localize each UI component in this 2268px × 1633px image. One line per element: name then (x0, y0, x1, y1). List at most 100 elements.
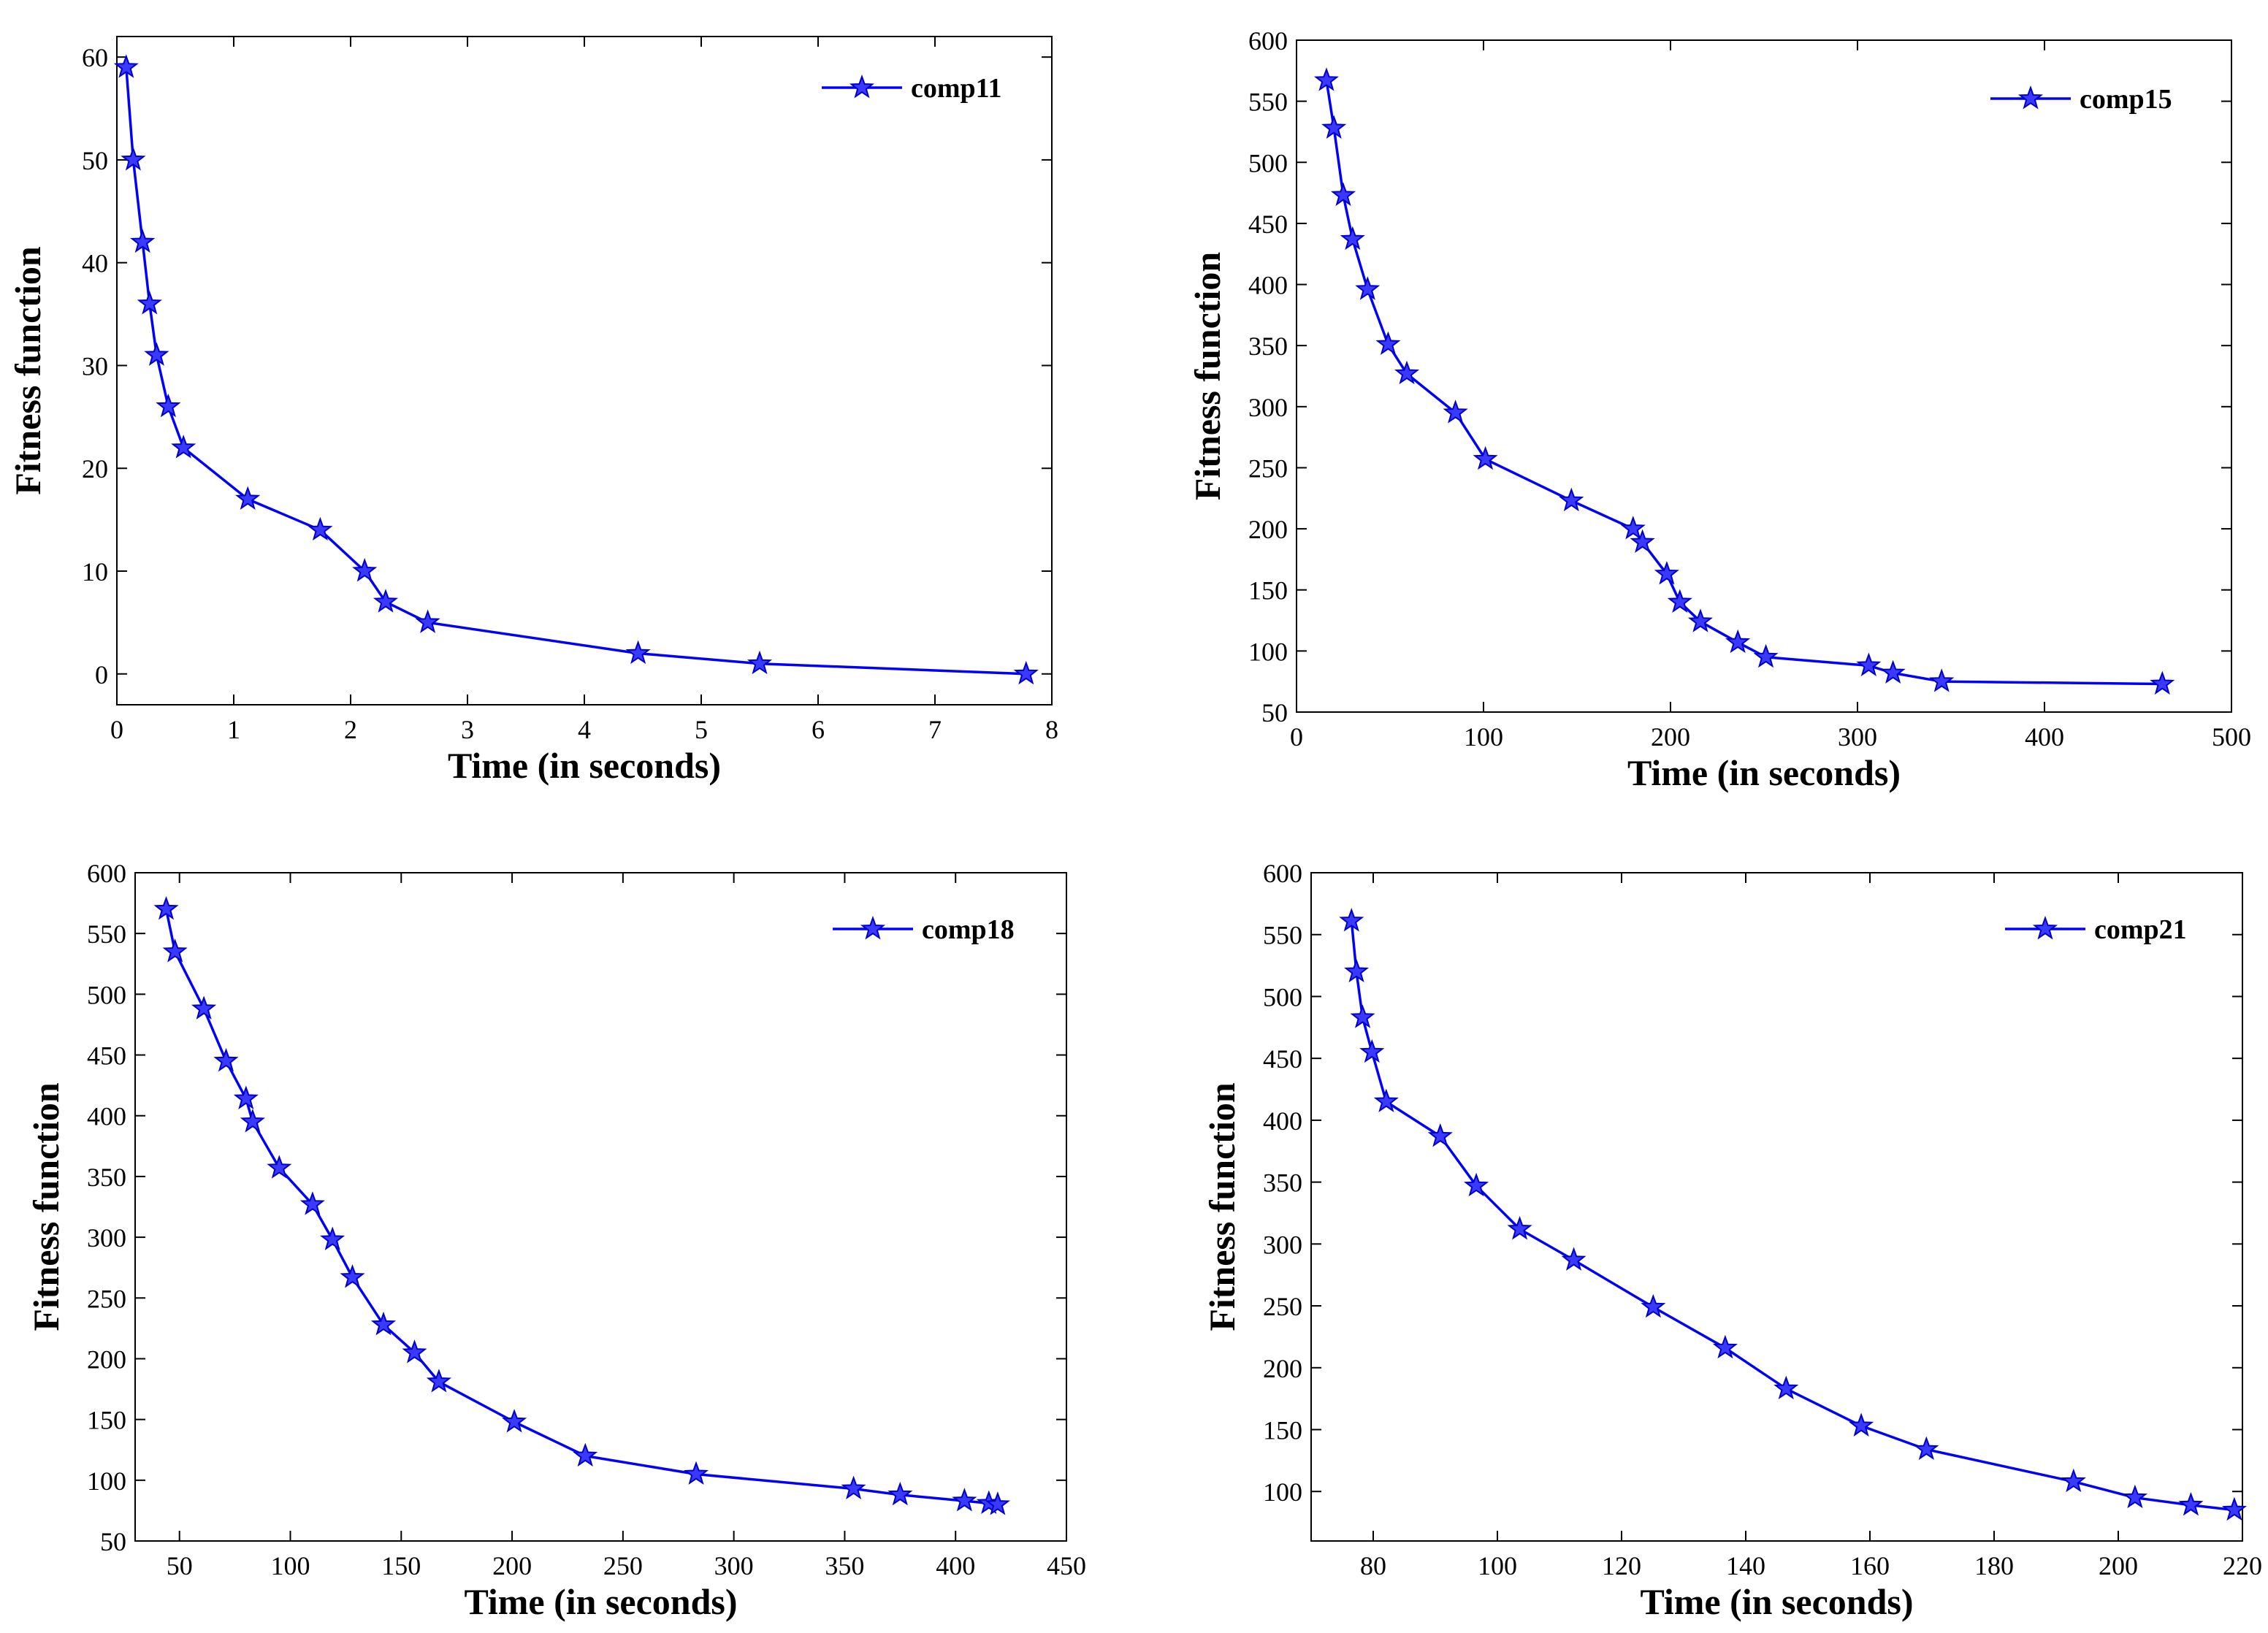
data-point-marker (267, 1155, 292, 1179)
x-tick-label: 50 (167, 1551, 193, 1580)
x-tick-label: 500 (2212, 722, 2251, 752)
data-point-marker (1880, 659, 1906, 684)
x-tick-label: 300 (1838, 722, 1877, 752)
x-tick-label: 140 (1726, 1551, 1765, 1580)
data-point-marker (952, 1488, 977, 1512)
legend-star-marker (849, 74, 875, 99)
data-point-marker (1473, 445, 1498, 470)
y-tick-label: 50 (1261, 698, 1288, 727)
data-point-marker (1344, 958, 1370, 983)
chart-panel-comp21: 80 100 120 140 160 180 200 220 100 150 200 250 300 35… (1202, 859, 2262, 1622)
data-point-marker (502, 1409, 527, 1433)
x-tick-label: 4 (578, 715, 591, 744)
y-tick-label: 450 (87, 1041, 126, 1071)
x-tick-label: 3 (461, 715, 474, 744)
x-tick-label: 6 (812, 715, 825, 744)
x-tick-label: 0 (1290, 722, 1303, 752)
data-point-marker (1507, 1216, 1532, 1240)
data-point-marker (1330, 182, 1356, 206)
y-tick-label: 550 (1263, 921, 1302, 950)
y-tick-label: 200 (1263, 1354, 1302, 1383)
y-axis-label: Fitness function (26, 1082, 66, 1331)
data-point-marker (1712, 1334, 1738, 1359)
data-point-marker (2221, 1496, 2247, 1521)
data-point-marker (415, 609, 440, 633)
x-tick-label: 150 (381, 1551, 421, 1580)
y-axis-label: Fitness function (1187, 252, 1228, 501)
data-point-marker (1620, 516, 1646, 540)
x-tick-label: 180 (1974, 1551, 2014, 1580)
legend-star-marker (2032, 916, 2058, 940)
data-point-marker (308, 516, 333, 541)
series-line-comp15 (1325, 80, 2163, 686)
y-tick-label: 500 (87, 980, 126, 1009)
data-point-marker (1339, 908, 1364, 932)
y-tick-label: 50 (100, 1527, 126, 1556)
x-tick-label: 100 (1478, 1551, 1517, 1580)
data-point-marker (340, 1264, 365, 1288)
data-point-marker (1641, 1293, 1666, 1318)
chart-panel-comp15: 0 100 200 300 400 500 50 100 150 200 250 300 350 400 4… (1187, 26, 2251, 793)
x-tick-label: 200 (2099, 1551, 2138, 1580)
data-point-marker (684, 1461, 709, 1485)
plot-frame (116, 36, 1053, 705)
data-point-marker (985, 1491, 1010, 1515)
y-tick-label: 350 (1248, 332, 1288, 361)
legend-label: comp21 (2094, 914, 2187, 945)
x-tick-label: 160 (1850, 1551, 1890, 1580)
x-tick-label: 7 (928, 715, 942, 744)
series-line-comp11 (125, 67, 1026, 676)
legend-label: comp18 (922, 914, 1015, 945)
data-point-marker (373, 589, 399, 613)
data-point-marker (1753, 643, 1779, 668)
data-point-marker (2178, 1492, 2204, 1516)
data-point-marker (1013, 660, 1039, 685)
y-tick-label: 500 (1248, 148, 1288, 177)
x-tick-label: 100 (271, 1551, 310, 1580)
data-point-marker (1373, 1088, 1399, 1112)
y-tick-label: 100 (1248, 637, 1288, 666)
data-point-marker (1773, 1375, 1799, 1400)
data-point-marker (1856, 652, 1882, 676)
y-tick-label: 450 (1263, 1044, 1302, 1074)
y-tick-label: 250 (1263, 1292, 1302, 1321)
data-point-marker (1687, 608, 1713, 632)
y-tick-label: 150 (1248, 576, 1288, 605)
y-tick-label: 550 (1248, 88, 1288, 117)
x-tick-label: 1 (227, 715, 240, 744)
data-point-marker (2150, 670, 2175, 695)
x-axis-label: Time (in seconds) (1640, 1581, 1913, 1622)
y-tick-label: 350 (1263, 1169, 1302, 1198)
data-point-marker (2122, 1484, 2147, 1509)
y-tick-label: 600 (87, 859, 126, 888)
data-point-marker (144, 342, 169, 366)
data-point-marker (121, 146, 146, 171)
y-tick-label: 40 (82, 249, 108, 278)
y-tick-label: 600 (1263, 859, 1302, 888)
legend-star-marker (860, 916, 886, 940)
y-tick-label: 250 (87, 1284, 126, 1313)
data-point-marker (1313, 67, 1339, 91)
data-point-marker (240, 1109, 265, 1133)
y-tick-label: 100 (1263, 1477, 1302, 1507)
data-point-marker (1355, 276, 1381, 300)
y-tick-label: 0 (95, 660, 108, 689)
x-tick-label: 350 (825, 1551, 864, 1580)
y-tick-label: 450 (1248, 210, 1288, 239)
x-tick-label: 120 (1602, 1551, 1641, 1580)
data-point-marker (887, 1481, 913, 1506)
data-point-marker (1394, 360, 1420, 385)
data-point-marker (1427, 1123, 1453, 1147)
x-tick-label: 2 (344, 715, 357, 744)
data-point-marker (1914, 1436, 1939, 1461)
data-point-marker (2061, 1468, 2086, 1493)
data-point-marker (1929, 668, 1955, 692)
y-tick-label: 150 (87, 1406, 126, 1435)
data-point-marker (171, 435, 196, 459)
y-tick-label: 350 (87, 1163, 126, 1192)
data-point-marker (1654, 561, 1679, 585)
x-tick-label: 5 (695, 715, 708, 744)
x-tick-label: 400 (936, 1551, 975, 1580)
y-tick-label: 250 (1248, 454, 1288, 483)
plot-frame (134, 872, 1067, 1542)
